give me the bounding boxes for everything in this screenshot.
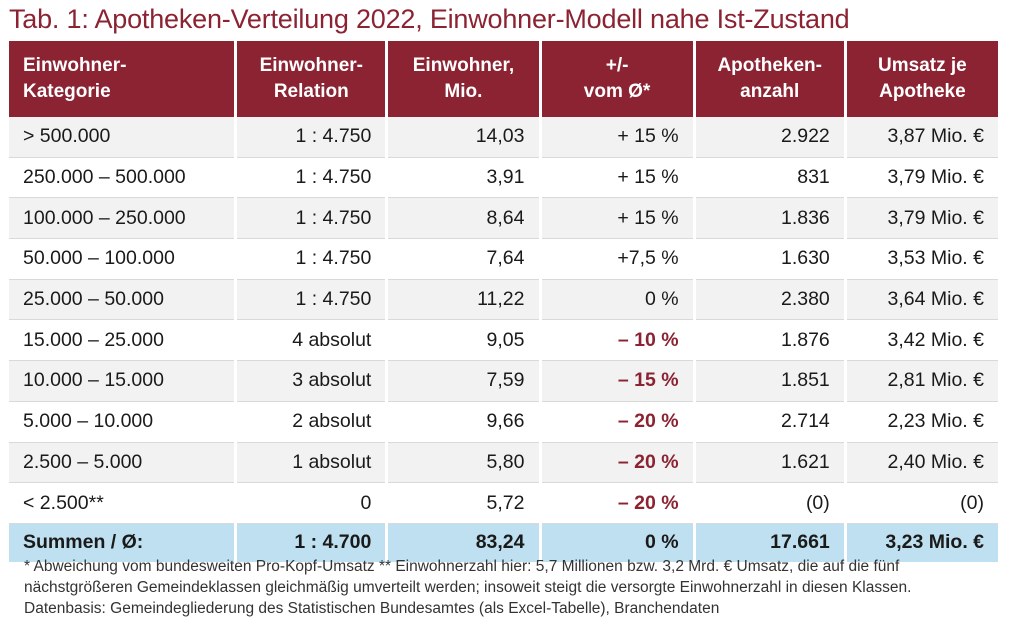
header-relation: Einwohner- Relation	[237, 41, 386, 117]
table-row: < 2.500** 0 5,72– 20 % (0) (0)	[9, 483, 998, 524]
cell-einwohner: 9,66	[388, 401, 539, 443]
cell-einwohner: 7,64	[388, 239, 539, 280]
pharmacy-distribution-table: Einwohner- Kategorie Einwohner- Relation E…	[6, 41, 1001, 563]
cell-apotheken: 1.836	[695, 198, 844, 240]
cell-abweichung: – 20 %	[541, 483, 693, 524]
cell-relation: 2 absolut	[237, 401, 386, 443]
table-row: 15.000 – 25.000 4 absolut 9,05– 10 % 1.876 3…	[9, 320, 998, 362]
cell-umsatz: 3,79 Mio. €	[846, 157, 998, 199]
cell-relation: 4 absolut	[237, 320, 386, 362]
table-row: > 500.000 1 : 4.750 14,03 + 15 % 2.922 3,87 M…	[9, 117, 998, 158]
footnote-line: nächstgrößeren Gemeindeklassen gleichmäß…	[24, 579, 912, 596]
header-umsatz: Umsatz je Apotheke	[846, 41, 998, 117]
footnote-line: Datenbasis: Gemeindegliederung des Stati…	[24, 600, 720, 617]
cell-kategorie: < 2.500**	[9, 483, 235, 524]
cell-apotheken: (0)	[695, 483, 844, 524]
cell-einwohner: 5,72	[388, 483, 539, 524]
cell-kategorie: 15.000 – 25.000	[9, 320, 235, 362]
cell-abweichung: + 15 %	[541, 198, 693, 240]
summary-row: Summen / Ø: 1 : 4.700 83,24 0 % 17.661 3,23 M…	[9, 523, 998, 563]
cell-abweichung: – 15 %	[541, 361, 693, 402]
cell-apotheken: 1.876	[695, 320, 844, 362]
header-apotheken: Apotheken-anzahl	[695, 41, 844, 117]
table-body: > 500.000 1 : 4.750 14,03 + 15 % 2.922 3,87 M…	[9, 117, 998, 563]
cell-umsatz: (0)	[846, 483, 998, 524]
cell-umsatz: 2,81 Mio. €	[846, 361, 998, 402]
table-row: 25.000 – 50.000 1 : 4.750 11,22 0 % 2.380 3,6…	[9, 279, 998, 321]
summary-umsatz: 3,23 Mio. €	[846, 523, 998, 563]
table-row: 250.000 – 500.000 1 : 4.750 3,91 + 15 % 831 3…	[9, 157, 998, 199]
table-title: Tab. 1: Apotheken-Verteilung 2022, Einwo…	[9, 4, 850, 34]
header-row: Einwohner- Kategorie Einwohner- Relation E…	[9, 41, 998, 117]
cell-relation: 1 absolut	[237, 442, 386, 484]
cell-umsatz: 3,87 Mio. €	[846, 117, 998, 158]
cell-kategorie: 100.000 – 250.000	[9, 198, 235, 240]
cell-einwohner: 11,22	[388, 279, 539, 321]
table-row: 5.000 – 10.000 2 absolut 9,66– 20 % 2.714 2,…	[9, 401, 998, 443]
cell-abweichung: 0 %	[541, 279, 693, 321]
table-row: 50.000 – 100.000 1 : 4.750 7,64 +7,5 % 1.630…	[9, 239, 998, 280]
cell-abweichung: – 20 %	[541, 401, 693, 443]
cell-umsatz: 3,42 Mio. €	[846, 320, 998, 362]
cell-apotheken: 831	[695, 157, 844, 199]
cell-umsatz: 2,40 Mio. €	[846, 442, 998, 484]
cell-einwohner: 8,64	[388, 198, 539, 240]
cell-abweichung: + 15 %	[541, 157, 693, 199]
cell-relation: 1 : 4.750	[237, 117, 386, 158]
footnote-line: * Abweichung vom bundesweiten Pro-Kopf-U…	[24, 558, 900, 575]
cell-kategorie: 250.000 – 500.000	[9, 157, 235, 199]
cell-relation: 1 : 4.750	[237, 198, 386, 240]
summary-abweichung: 0 %	[541, 523, 693, 563]
cell-apotheken: 2.380	[695, 279, 844, 321]
cell-umsatz: 3,53 Mio. €	[846, 239, 998, 280]
cell-kategorie: 50.000 – 100.000	[9, 239, 235, 280]
cell-apotheken: 1.621	[695, 442, 844, 484]
cell-relation: 1 : 4.750	[237, 279, 386, 321]
cell-einwohner: 7,59	[388, 361, 539, 402]
cell-einwohner: 5,80	[388, 442, 539, 484]
cell-einwohner: 3,91	[388, 157, 539, 199]
cell-relation: 1 : 4.750	[237, 239, 386, 280]
cell-kategorie: 10.000 – 15.000	[9, 361, 235, 402]
cell-kategorie: 2.500 – 5.000	[9, 442, 235, 484]
table-row: 2.500 – 5.000 1 absolut 5,80– 20 % 1.621 2,4…	[9, 442, 998, 484]
cell-kategorie: 25.000 – 50.000	[9, 279, 235, 321]
summary-relation: 1 : 4.700	[237, 523, 386, 563]
table-row: 10.000 – 15.000 3 absolut 7,59– 15 % 1.851 2…	[9, 361, 998, 402]
cell-kategorie: > 500.000	[9, 117, 235, 158]
cell-relation: 3 absolut	[237, 361, 386, 402]
summary-kategorie: Summen / Ø:	[9, 523, 235, 563]
header-kategorie: Einwohner- Kategorie	[9, 41, 235, 117]
cell-apotheken: 2.714	[695, 401, 844, 443]
cell-relation: 0	[237, 483, 386, 524]
cell-einwohner: 9,05	[388, 320, 539, 362]
cell-apotheken: 1.630	[695, 239, 844, 280]
header-einwohner: Einwohner, Mio.	[388, 41, 539, 117]
cell-abweichung: – 10 %	[541, 320, 693, 362]
cell-umsatz: 2,23 Mio. €	[846, 401, 998, 443]
footnotes: * Abweichung vom bundesweiten Pro-Kopf-U…	[24, 556, 999, 619]
cell-apotheken: 2.922	[695, 117, 844, 158]
cell-apotheken: 1.851	[695, 361, 844, 402]
cell-abweichung: + 15 %	[541, 117, 693, 158]
cell-abweichung: +7,5 %	[541, 239, 693, 280]
table-row: 100.000 – 250.000 1 : 4.750 8,64 + 15 % 1.83…	[9, 198, 998, 240]
cell-relation: 1 : 4.750	[237, 157, 386, 199]
cell-kategorie: 5.000 – 10.000	[9, 401, 235, 443]
summary-einwohner: 83,24	[388, 523, 539, 563]
cell-abweichung: – 20 %	[541, 442, 693, 484]
cell-umsatz: 3,79 Mio. €	[846, 198, 998, 240]
cell-umsatz: 3,64 Mio. €	[846, 279, 998, 321]
header-abweichung: +/- vom Ø*	[541, 41, 693, 117]
cell-einwohner: 14,03	[388, 117, 539, 158]
summary-apotheken: 17.661	[695, 523, 844, 563]
